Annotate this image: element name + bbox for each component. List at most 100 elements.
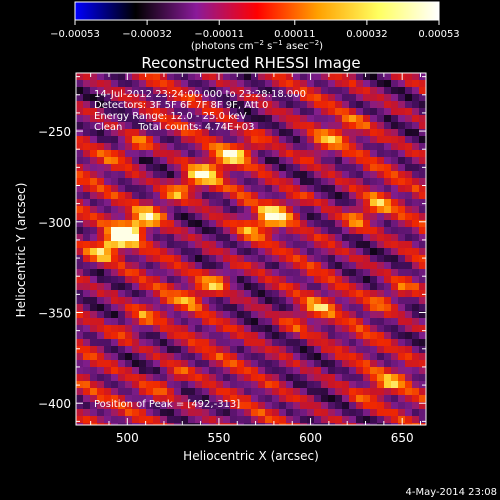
heatmap-cell bbox=[216, 381, 223, 388]
heatmap-cell bbox=[419, 206, 426, 213]
heatmap-cell bbox=[293, 318, 300, 325]
heatmap-cell bbox=[132, 164, 139, 171]
heatmap-cell bbox=[174, 248, 181, 255]
heatmap-cell bbox=[188, 416, 195, 423]
heatmap-cell bbox=[405, 409, 412, 416]
colorbar-tick-label: 0.00053 bbox=[418, 29, 459, 40]
heatmap-cell bbox=[111, 136, 118, 143]
heatmap-cell bbox=[104, 94, 111, 101]
heatmap-cell bbox=[419, 227, 426, 234]
heatmap-cell bbox=[293, 325, 300, 332]
heatmap-cell bbox=[272, 374, 279, 381]
heatmap-cell bbox=[293, 178, 300, 185]
y-tick-label: −400 bbox=[38, 397, 71, 411]
heatmap-cell bbox=[363, 192, 370, 199]
heatmap-cell bbox=[321, 290, 328, 297]
heatmap-cell bbox=[335, 416, 342, 423]
heatmap-cell bbox=[237, 94, 244, 101]
heatmap-cell bbox=[307, 297, 314, 304]
heatmap-cell bbox=[384, 304, 391, 311]
heatmap-cell bbox=[328, 178, 335, 185]
heatmap-cell bbox=[293, 192, 300, 199]
heatmap-cell bbox=[363, 367, 370, 374]
heatmap-cell bbox=[195, 283, 202, 290]
heatmap-cell bbox=[335, 367, 342, 374]
heatmap-cell bbox=[132, 129, 139, 136]
heatmap-cell bbox=[314, 185, 321, 192]
heatmap-cell bbox=[118, 136, 125, 143]
heatmap-cell bbox=[132, 178, 139, 185]
heatmap-cell bbox=[272, 129, 279, 136]
heatmap-cell bbox=[195, 360, 202, 367]
heatmap-cell bbox=[412, 108, 419, 115]
heatmap-cell bbox=[342, 374, 349, 381]
heatmap-cell bbox=[209, 409, 216, 416]
heatmap-cell bbox=[167, 199, 174, 206]
heatmap-cell bbox=[216, 213, 223, 220]
heatmap-cell bbox=[272, 402, 279, 409]
heatmap-cell bbox=[342, 416, 349, 423]
heatmap-cell bbox=[349, 87, 356, 94]
heatmap-cell bbox=[244, 325, 251, 332]
heatmap-cell bbox=[419, 346, 426, 353]
heatmap-cell bbox=[391, 276, 398, 283]
heatmap-cell bbox=[132, 199, 139, 206]
heatmap-cell bbox=[419, 241, 426, 248]
heatmap-cell bbox=[370, 318, 377, 325]
heatmap-cell bbox=[314, 199, 321, 206]
heatmap-cell bbox=[90, 339, 97, 346]
heatmap-cell bbox=[216, 248, 223, 255]
heatmap-cell bbox=[286, 129, 293, 136]
heatmap-cell bbox=[265, 416, 272, 423]
heatmap-cell bbox=[223, 423, 230, 425]
heatmap-cell bbox=[405, 178, 412, 185]
heatmap-cell bbox=[188, 283, 195, 290]
heatmap-cell bbox=[293, 388, 300, 395]
heatmap-cell bbox=[363, 143, 370, 150]
heatmap-cell bbox=[244, 213, 251, 220]
heatmap-cell bbox=[412, 94, 419, 101]
heatmap-cell bbox=[377, 381, 384, 388]
heatmap-cell bbox=[118, 178, 125, 185]
heatmap-cell bbox=[90, 290, 97, 297]
heatmap-cell bbox=[90, 346, 97, 353]
heatmap-cell bbox=[279, 255, 286, 262]
heatmap-cell bbox=[97, 94, 104, 101]
heatmap-cell bbox=[118, 227, 125, 234]
heatmap-cell bbox=[139, 423, 146, 425]
heatmap-cell bbox=[279, 171, 286, 178]
heatmap-cell bbox=[265, 206, 272, 213]
heatmap-cell bbox=[286, 171, 293, 178]
heatmap-cell bbox=[83, 248, 90, 255]
heatmap-cell bbox=[272, 87, 279, 94]
heatmap-cell bbox=[244, 164, 251, 171]
heatmap-cell bbox=[209, 171, 216, 178]
heatmap-cell bbox=[209, 199, 216, 206]
heatmap-cell bbox=[251, 311, 258, 318]
heatmap-cell bbox=[174, 297, 181, 304]
heatmap-cell bbox=[153, 87, 160, 94]
heatmap-cell bbox=[279, 94, 286, 101]
heatmap-cell bbox=[363, 248, 370, 255]
heatmap-cell bbox=[153, 164, 160, 171]
heatmap-cell bbox=[111, 178, 118, 185]
heatmap-cell bbox=[342, 423, 349, 425]
heatmap-cell bbox=[244, 150, 251, 157]
heatmap-cell bbox=[265, 339, 272, 346]
heatmap-cell bbox=[391, 143, 398, 150]
heatmap-cell bbox=[377, 178, 384, 185]
heatmap-cell bbox=[419, 388, 426, 395]
heatmap-cell bbox=[384, 402, 391, 409]
heatmap-cell bbox=[111, 122, 118, 129]
heatmap-cell bbox=[272, 423, 279, 425]
heatmap-cell bbox=[342, 241, 349, 248]
heatmap-cell bbox=[139, 346, 146, 353]
heatmap-cell bbox=[104, 220, 111, 227]
heatmap-cell bbox=[118, 325, 125, 332]
heatmap-cell bbox=[230, 150, 237, 157]
heatmap-cell bbox=[377, 157, 384, 164]
heatmap-cell bbox=[419, 101, 426, 108]
heatmap-cell bbox=[286, 227, 293, 234]
heatmap-cell bbox=[258, 122, 265, 129]
heatmap-cell bbox=[125, 185, 132, 192]
